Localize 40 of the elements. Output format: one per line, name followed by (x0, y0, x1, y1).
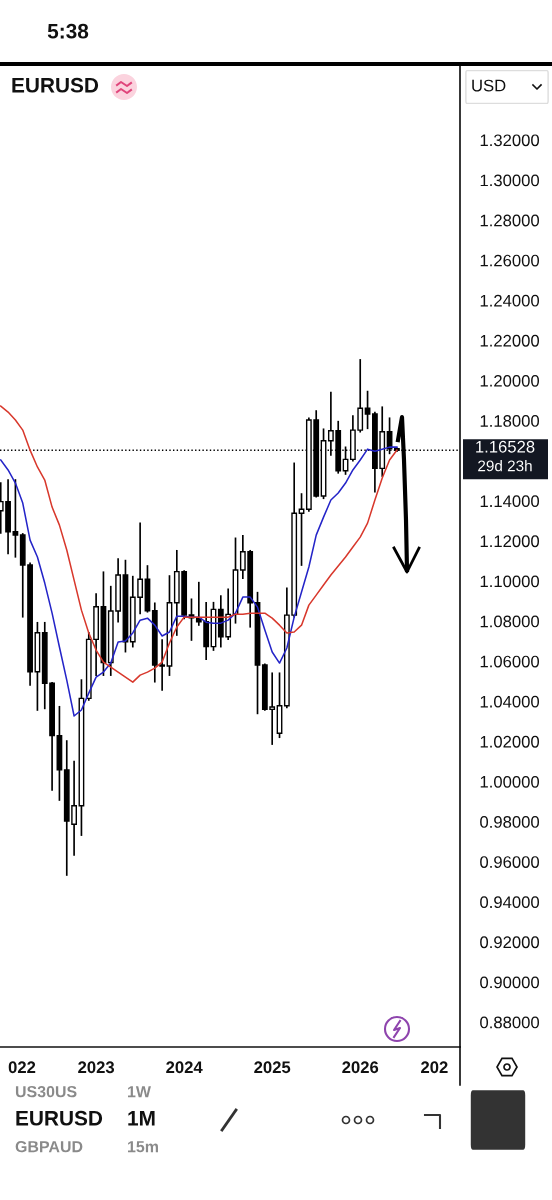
y-tick-label: 1.04000 (480, 695, 540, 708)
text: EURUSD (16, 1110, 103, 1126)
y-tick-label: 1.26000 (480, 254, 540, 267)
y-tick-label: 0.90000 (480, 976, 540, 989)
text: 15m (128, 1141, 158, 1153)
y-tick-label: 0.92000 (480, 936, 540, 949)
text: 1M (128, 1111, 155, 1126)
x-tick-label: 202 (421, 1061, 448, 1074)
text: 1W (128, 1086, 151, 1098)
y-tick-label: 0.94000 (480, 896, 540, 909)
text: GBPAUD (15, 1140, 83, 1153)
y-tick-label: 1.30000 (480, 174, 540, 187)
y-tick-label: 1.08000 (480, 615, 540, 628)
x-tick-label: 022 (8, 1061, 36, 1074)
ref-line-label: 1.16528 (476, 440, 535, 453)
y-tick-label: 1.02000 (480, 735, 540, 748)
y-tick-label: 1.10000 (480, 575, 540, 588)
y-tick-label: 1.32000 (480, 134, 540, 147)
x-tick-label: 2026 (342, 1061, 379, 1074)
y-tick-label: 1.18000 (480, 415, 540, 427)
line-series (0, 405, 398, 683)
x-tick-label: 2023 (78, 1061, 115, 1074)
y-tick-label: 1.20000 (480, 374, 540, 387)
y-tick-label: 0.98000 (480, 816, 540, 828)
x-tick-label: 2024 (166, 1061, 203, 1074)
y-tick-label: 1.00000 (480, 775, 540, 788)
y-tick-label: 1.06000 (480, 655, 540, 668)
y-tick-label: 0.88000 (480, 1016, 540, 1029)
y-tick-label: 1.12000 (480, 535, 540, 548)
y-tick-label: 0.96000 (480, 856, 540, 868)
x-tick-label: 2025 (254, 1061, 291, 1074)
text: 29d 23h (478, 460, 532, 472)
y-tick-label: 1.14000 (480, 495, 540, 508)
y-tick-label: 1.22000 (480, 334, 540, 347)
text: USD (472, 79, 506, 92)
chart-title: EURUSD (12, 77, 99, 93)
text: US30US (15, 1085, 77, 1098)
text: 5:38 (47, 23, 89, 39)
y-tick-label: 1.28000 (480, 214, 540, 227)
y-tick-label: 1.24000 (480, 294, 540, 307)
